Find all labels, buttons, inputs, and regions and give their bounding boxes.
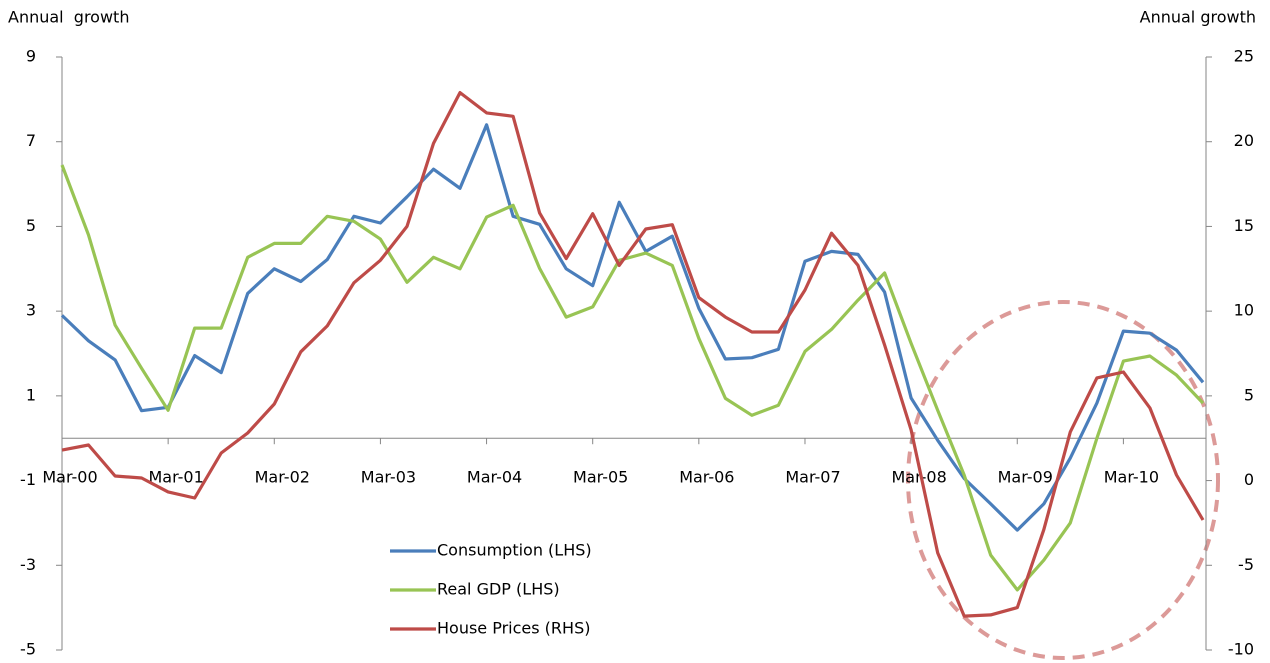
x-tick-label: Mar-09 (998, 468, 1053, 487)
y-axis-title: Annual growth (8, 8, 129, 27)
x-tick-label: Mar-01 (148, 468, 203, 487)
y2-tick-label: -5 (1238, 555, 1254, 574)
series-line (60, 123, 1205, 532)
x-tick-label: Mar-08 (891, 468, 946, 487)
y-tick-label: -5 (20, 640, 36, 659)
x-tick-label: Mar-04 (467, 468, 522, 487)
legend-label: House Prices (RHS) (437, 619, 590, 638)
y2-tick-label: 25 (1234, 47, 1254, 66)
y-tick-label: 5 (26, 216, 36, 235)
y2-tick-label: -10 (1228, 640, 1254, 659)
y-tick-label: 7 (26, 131, 36, 150)
series-line (61, 91, 1205, 618)
y-tick-label: 9 (26, 47, 36, 66)
y2-tick-label: 10 (1234, 301, 1254, 320)
legend-label: Consumption (LHS) (437, 541, 592, 560)
y-tick-label: 3 (26, 301, 36, 320)
x-tick-label: Mar-03 (361, 468, 416, 487)
x-tick-label: Mar-02 (255, 468, 310, 487)
series-line (60, 164, 1205, 592)
y2-tick-label: 20 (1234, 131, 1254, 150)
highlight-circle (906, 300, 1220, 660)
x-tick-label: Mar-05 (573, 468, 628, 487)
y-tick-label: 1 (26, 385, 36, 404)
y2-tick-label: 5 (1244, 385, 1254, 404)
y2-tick-label: 0 (1244, 470, 1254, 489)
x-tick-label: Mar-10 (1104, 468, 1159, 487)
x-tick-label: Mar-07 (785, 468, 840, 487)
x-tick-label: Mar-00 (42, 468, 97, 487)
y2-tick-label: 15 (1234, 216, 1254, 235)
y-tick-label: -1 (20, 470, 36, 489)
y-tick-label: -3 (20, 555, 36, 574)
x-tick-label: Mar-06 (679, 468, 734, 487)
legend-label: Real GDP (LHS) (437, 580, 560, 599)
y2-axis-title: Annual growth (1140, 8, 1256, 27)
